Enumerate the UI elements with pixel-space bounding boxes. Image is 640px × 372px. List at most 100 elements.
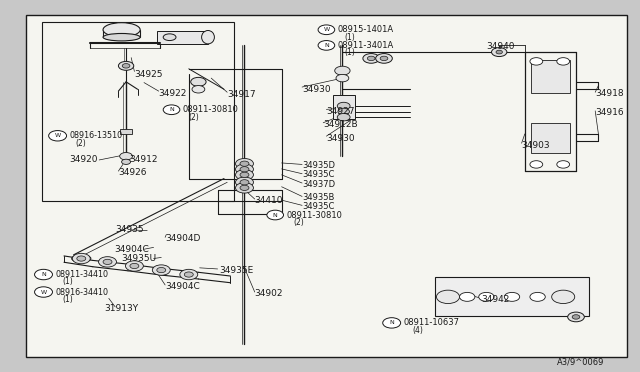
Circle shape: [335, 66, 350, 75]
Circle shape: [236, 170, 253, 180]
Text: 34935E: 34935E: [219, 266, 253, 275]
Text: (1): (1): [63, 278, 74, 286]
Circle shape: [35, 269, 52, 280]
Ellipse shape: [72, 255, 91, 262]
Circle shape: [103, 259, 112, 264]
Circle shape: [35, 287, 52, 297]
Circle shape: [267, 210, 284, 220]
Text: N: N: [389, 320, 394, 326]
Text: 34935C: 34935C: [302, 202, 335, 211]
Bar: [120, 129, 132, 134]
Circle shape: [184, 272, 193, 277]
Circle shape: [125, 261, 143, 271]
Ellipse shape: [103, 33, 140, 41]
Ellipse shape: [202, 31, 214, 44]
Circle shape: [118, 61, 134, 70]
Text: N: N: [169, 107, 174, 112]
Text: (2): (2): [76, 139, 86, 148]
Circle shape: [77, 256, 86, 261]
Bar: [157, 31, 208, 44]
Circle shape: [157, 267, 166, 273]
Text: (2): (2): [189, 113, 200, 122]
Circle shape: [122, 64, 130, 68]
Ellipse shape: [163, 34, 176, 41]
Text: 34926: 34926: [118, 169, 147, 177]
Circle shape: [236, 158, 253, 169]
Bar: [435, 277, 589, 316]
Circle shape: [236, 177, 253, 187]
Circle shape: [367, 56, 375, 61]
Text: W: W: [323, 27, 330, 32]
Circle shape: [72, 253, 90, 264]
Text: (1): (1): [63, 295, 74, 304]
Circle shape: [120, 153, 132, 160]
Text: 34918: 34918: [595, 89, 624, 98]
Text: (4): (4): [413, 326, 424, 335]
Circle shape: [460, 292, 475, 301]
Text: 34935C: 34935C: [302, 170, 335, 179]
Circle shape: [152, 265, 170, 275]
Text: 34930: 34930: [302, 85, 331, 94]
Text: 08911-30810: 08911-30810: [286, 211, 342, 219]
Text: 34903: 34903: [522, 141, 550, 150]
Text: 34912B: 34912B: [323, 120, 358, 129]
Text: 34904C: 34904C: [165, 282, 200, 291]
Circle shape: [557, 58, 570, 65]
Bar: [531, 60, 570, 93]
Circle shape: [130, 263, 139, 269]
Text: 31913Y: 31913Y: [104, 304, 138, 313]
Text: 34935B: 34935B: [302, 193, 335, 202]
Bar: [42, 22, 234, 201]
Text: 34935D: 34935D: [302, 161, 335, 170]
Circle shape: [572, 315, 580, 319]
Circle shape: [163, 105, 180, 115]
Text: 08915-1401A: 08915-1401A: [338, 25, 394, 34]
Text: A3/9^0069: A3/9^0069: [557, 357, 604, 366]
Circle shape: [122, 159, 131, 164]
Text: 34410: 34410: [255, 196, 284, 205]
Circle shape: [240, 185, 249, 190]
Text: 08911-3401A: 08911-3401A: [338, 41, 394, 50]
Text: W: W: [54, 133, 61, 138]
Circle shape: [336, 74, 349, 82]
Circle shape: [192, 86, 205, 93]
Text: 08916-34410: 08916-34410: [55, 288, 108, 296]
Circle shape: [568, 312, 584, 322]
Text: 34925: 34925: [134, 70, 163, 79]
Circle shape: [236, 164, 253, 174]
Text: 34935U: 34935U: [122, 254, 157, 263]
Circle shape: [240, 161, 249, 166]
Bar: [333, 95, 355, 119]
Text: 34930: 34930: [326, 134, 355, 143]
Circle shape: [99, 257, 116, 267]
Circle shape: [479, 292, 494, 301]
Text: N: N: [41, 272, 46, 277]
Text: 08911-30810: 08911-30810: [182, 105, 238, 114]
Circle shape: [318, 25, 335, 35]
Text: 08911-10637: 08911-10637: [403, 318, 460, 327]
Circle shape: [530, 58, 543, 65]
Circle shape: [49, 131, 67, 141]
Text: 34942: 34942: [481, 295, 509, 304]
Circle shape: [240, 180, 249, 185]
Ellipse shape: [99, 259, 116, 265]
Text: 34904C: 34904C: [114, 245, 148, 254]
Circle shape: [191, 77, 206, 86]
Circle shape: [530, 292, 545, 301]
Text: (1): (1): [344, 33, 355, 42]
Text: 08911-34410: 08911-34410: [55, 270, 108, 279]
Circle shape: [338, 108, 349, 115]
Circle shape: [236, 183, 253, 193]
Text: (2): (2): [293, 218, 304, 227]
Circle shape: [376, 54, 392, 63]
Circle shape: [383, 318, 401, 328]
Circle shape: [337, 102, 350, 110]
Text: 34916: 34916: [595, 108, 624, 117]
Text: 34912: 34912: [129, 155, 158, 164]
Text: N: N: [324, 43, 329, 48]
Text: 08916-13510: 08916-13510: [69, 131, 122, 140]
Text: 34935: 34935: [115, 225, 144, 234]
Circle shape: [436, 290, 460, 304]
Circle shape: [504, 292, 520, 301]
Text: 34940: 34940: [486, 42, 515, 51]
